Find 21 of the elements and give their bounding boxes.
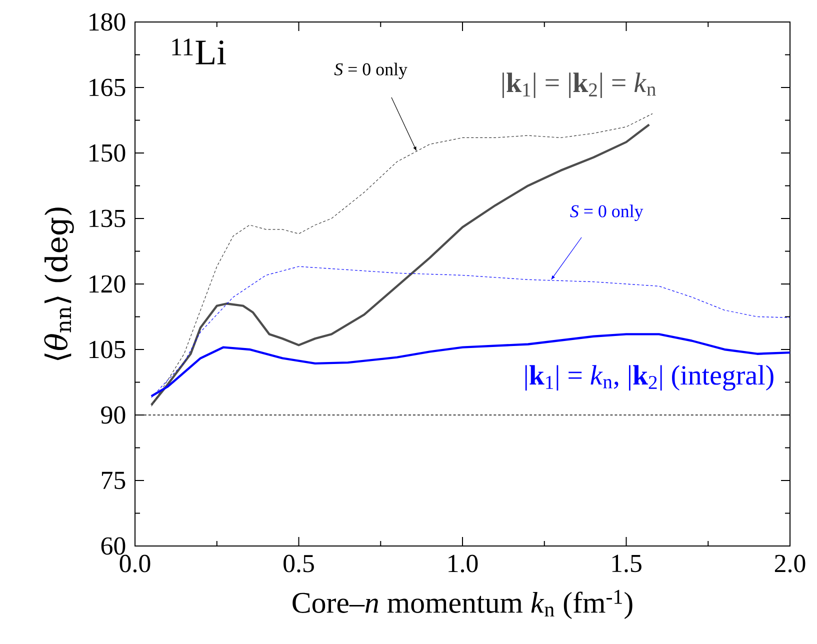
x-tick-label: 2.0 <box>774 554 806 572</box>
x-tick-label: 0.0 <box>120 554 150 572</box>
y-tick-label: 120 <box>90 275 126 293</box>
annotation: $^{11}$Li <box>172 38 226 64</box>
y-tick-label: 150 <box>90 144 126 162</box>
y-tick-label: 60 <box>101 537 126 555</box>
annotation: S = 0 only <box>334 62 408 80</box>
y-tick-label: 75 <box>102 472 126 490</box>
x-tick-label: 1.5 <box>612 554 642 572</box>
text: |k$_{1}$| = k$_{n}$, |k$_{2}$| (integral) <box>525 365 774 391</box>
y-tick-label: 135 <box>90 210 126 228</box>
y-tick-label: 105 <box>90 340 126 358</box>
y-tick-label: 180 <box>90 13 126 31</box>
annotation: S = 0 only <box>570 204 644 222</box>
text: |k$_{1}$| = |k$_{2}$| = k$_{n}$ <box>502 72 656 98</box>
y-tick-label: 165 <box>90 78 126 96</box>
x-tick-label: 1.0 <box>448 554 478 572</box>
y-axis-title: ⟨θ$_{nn}$⟩ (deg) <box>44 208 74 360</box>
x-tick-label: 0.5 <box>284 554 314 572</box>
y-tick-label: 90 <box>101 406 126 424</box>
x-axis-title: Core–n momentum k$_{n}$ (fm$^{-1}$) <box>292 590 632 620</box>
